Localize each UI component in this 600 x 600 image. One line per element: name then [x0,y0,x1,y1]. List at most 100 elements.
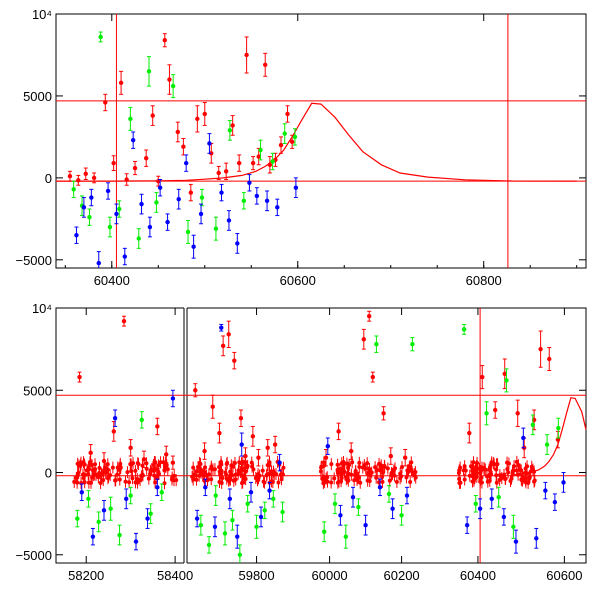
bottom-point-red [480,374,485,380]
bottom-point-red [210,404,215,409]
top-point-red [263,62,268,67]
top-point-red [195,116,200,122]
bottom-point-green [262,508,267,513]
bottom-band-point [245,465,250,470]
bottom-y-tick-label: 10⁴ [32,301,52,316]
bottom-band-point [194,477,199,482]
top-point-green [128,116,133,122]
top-point-red [167,77,172,82]
top-plot-frame [55,13,587,269]
bottom-band-point [270,479,275,484]
bottom-point-green [496,494,501,500]
top-point-blue [89,195,94,200]
bottom-band-point [461,468,466,473]
bottom-point-red [250,434,256,439]
top-panel: 60400 60600 60800 −5000 0 5000 10⁴ [15,7,587,288]
bottom-band-point [389,471,394,476]
top-point-green [185,229,191,235]
top-point-red [162,38,167,43]
top-point-red [132,165,138,171]
bottom-band-point [365,461,370,466]
bottom-point-green [386,491,392,497]
bottom-point-blue [248,490,254,495]
bottom-point-green [198,522,204,528]
bottom-band-point [274,472,279,477]
bottom-band-point [494,473,499,478]
top-x-tick-label: 60400 [94,273,130,288]
bottom-band-point [240,481,245,486]
bottom-band-point [470,467,475,472]
top-point-red [175,129,181,135]
bottom-point-green [86,496,91,502]
bottom-band-point [140,463,145,468]
bottom-band-point [497,477,502,482]
bottom-band-point [319,465,324,470]
bottom-y-tick-label: 5000 [23,383,52,398]
bottom-point-blue [552,499,558,505]
bottom-point-blue [377,485,383,490]
top-point-blue [74,233,79,238]
top-point-blue [207,141,212,146]
bottom-band-point [98,481,103,486]
top-point-red [188,190,194,195]
bottom-band-point [529,464,534,469]
bottom-band-point [220,475,225,480]
bottom-band-point [140,473,145,478]
bottom-point-green [374,341,379,347]
bottom-band-point [264,473,269,478]
bottom-band-point [523,478,528,483]
top-point-green [146,69,152,74]
bottom-point-red [141,457,147,462]
top-point-blue [293,185,299,190]
bottom-band-point [251,467,256,472]
bottom-band-point [218,472,223,477]
bottom-band-point [219,462,224,467]
bottom-point-green [139,417,144,423]
top-point-red [103,100,108,105]
bottom-point-red [77,374,82,380]
bottom-band-point [217,465,222,470]
bottom-band-point [366,472,371,477]
top-point-green [282,131,287,136]
bottom-band-point [385,466,390,471]
bottom-band-point [457,468,462,473]
top-point-red [216,170,221,176]
bottom-band-point [532,479,537,484]
top-point-red [256,154,261,159]
bottom-band-point [375,468,380,473]
bottom-point-red [170,460,176,465]
top-point-blue [105,188,111,194]
bottom-band-point [378,468,383,473]
bottom-point-red [361,337,366,342]
bottom-point-red [555,437,561,442]
bottom-band-point [230,464,235,469]
top-point-green [199,195,205,200]
top-point-blue [235,241,240,246]
bottom-band-point [129,469,134,474]
bottom-band-point [223,470,228,475]
bottom-panel: 58200 58400 59800 60000 60200 60400 60600 −5000… [15,301,587,583]
bottom-band-point [373,465,378,470]
bottom-band-point [156,463,161,468]
bottom-band-point [412,472,417,477]
bottom-point-blue [219,325,224,330]
bottom-point-red [502,371,507,377]
bottom-band-point [501,472,506,477]
bottom-band-point [237,460,242,465]
bottom-point-blue [235,534,240,539]
bottom-band-point [267,460,272,465]
bottom-band-point [485,479,490,484]
top-point-green [87,215,92,220]
bottom-band-point [103,471,108,476]
bottom-band-point [321,463,326,468]
bottom-band-point [154,467,159,472]
bottom-band-point [93,467,98,472]
bottom-band-point [105,467,110,472]
bottom-band-point [89,463,94,468]
bottom-band-point [322,475,327,480]
bottom-band-point [133,468,138,473]
top-y-tick-label: −5000 [15,253,52,268]
bottom-point-green [410,341,415,347]
bottom-band-point [335,480,340,485]
bottom-band-point [399,474,404,479]
